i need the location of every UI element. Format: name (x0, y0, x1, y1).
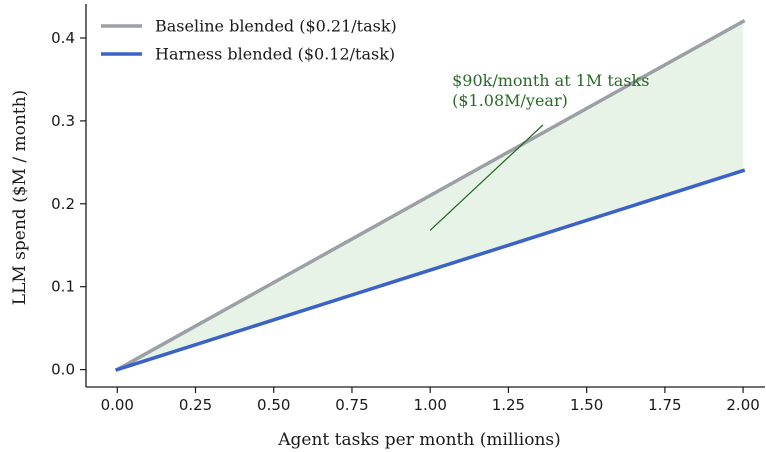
annotation-line-1: $90k/month at 1M tasks (452, 71, 649, 90)
x-tick-label: 1.50 (570, 396, 603, 414)
series-line-1 (114, 19, 746, 372)
series-line-2 (115, 168, 746, 372)
x-tick-label: 0.25 (179, 396, 212, 414)
x-axis-title: Agent tasks per month (millions) (277, 430, 561, 450)
x-tick-label: 2.00 (726, 396, 759, 414)
legend: Baseline blended ($0.21/task) Harness ble… (101, 17, 397, 64)
x-tick-label: 1.25 (492, 396, 525, 414)
x-tick-label: 0.00 (101, 396, 134, 414)
y-tick-label: 0.0 (51, 361, 75, 379)
annotation-pointer-line (429, 124, 544, 231)
y-tick-label: 0.1 (51, 278, 75, 296)
x-tick-label: 0.75 (335, 396, 368, 414)
y-tick-label: 0.3 (51, 112, 75, 130)
y-tick-label: 0.2 (51, 195, 75, 213)
x-axis-ticks: 0.00 0.25 0.50 0.75 1.00 1.25 1.50 1.75 2.00 (101, 387, 760, 414)
legend-label-2: Harness blended ($0.12/task) (155, 45, 395, 64)
x-tick-label: 0.50 (257, 396, 290, 414)
y-axis-title: LLM spend ($M / month) (10, 90, 30, 305)
annotation-line-2: ($1.08M/year) (452, 91, 568, 110)
plot-area: $90k/month at 1M tasks ($1.08M/year) (114, 19, 746, 372)
series-lines (114, 19, 746, 372)
annotation-text: $90k/month at 1M tasks ($1.08M/year) (452, 71, 654, 110)
x-tick-label: 1.00 (413, 396, 446, 414)
legend-label-1: Baseline blended ($0.21/task) (155, 17, 397, 36)
x-tick-label: 1.75 (648, 396, 681, 414)
y-tick-label: 0.4 (51, 29, 75, 47)
y-axis-ticks: 0.0 0.1 0.2 0.3 0.4 (51, 29, 86, 379)
